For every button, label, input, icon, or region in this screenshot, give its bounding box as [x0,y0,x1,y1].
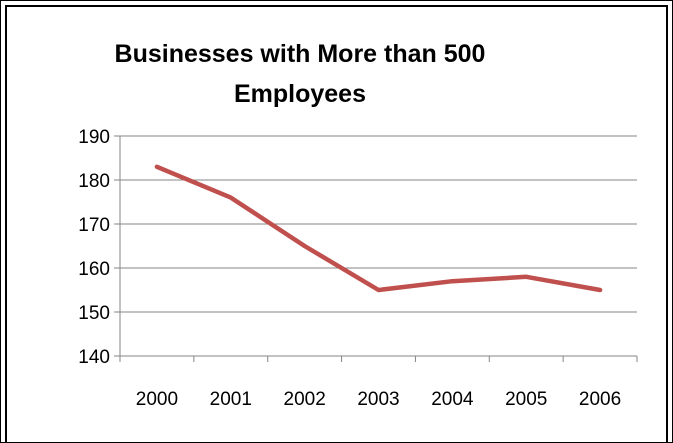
y-tick-label: 180 [78,171,110,192]
x-tick-label: 2006 [579,389,621,410]
x-tick-label: 2001 [210,389,252,410]
y-tick-label: 150 [78,303,110,324]
y-tick-labels: 140 150 160 170 180 190 [78,127,110,368]
x-tick-labels: 2000 2001 2002 2003 2004 2005 2006 [136,389,621,410]
y-tick-label: 140 [78,347,110,368]
x-tick-label: 2003 [357,389,399,410]
y-tick-label: 160 [78,259,110,280]
axes [114,135,638,362]
x-tick-label: 2005 [505,389,547,410]
y-tick-label: 190 [78,127,110,148]
chart-title: Businesses with More than 500 Employees [60,34,540,114]
gridlines [120,135,637,313]
y-tick-label: 170 [78,215,110,236]
x-tick-label: 2002 [284,389,326,410]
chart-frame [5,5,668,443]
chart-title-line-2: Employees [233,80,366,108]
series-group [154,164,603,293]
x-tick-label: 2000 [136,389,178,410]
x-tick-label: 2004 [431,389,474,410]
series-line-0 [154,164,603,293]
chart-title-line-1: Businesses with More than 500 [114,40,486,68]
